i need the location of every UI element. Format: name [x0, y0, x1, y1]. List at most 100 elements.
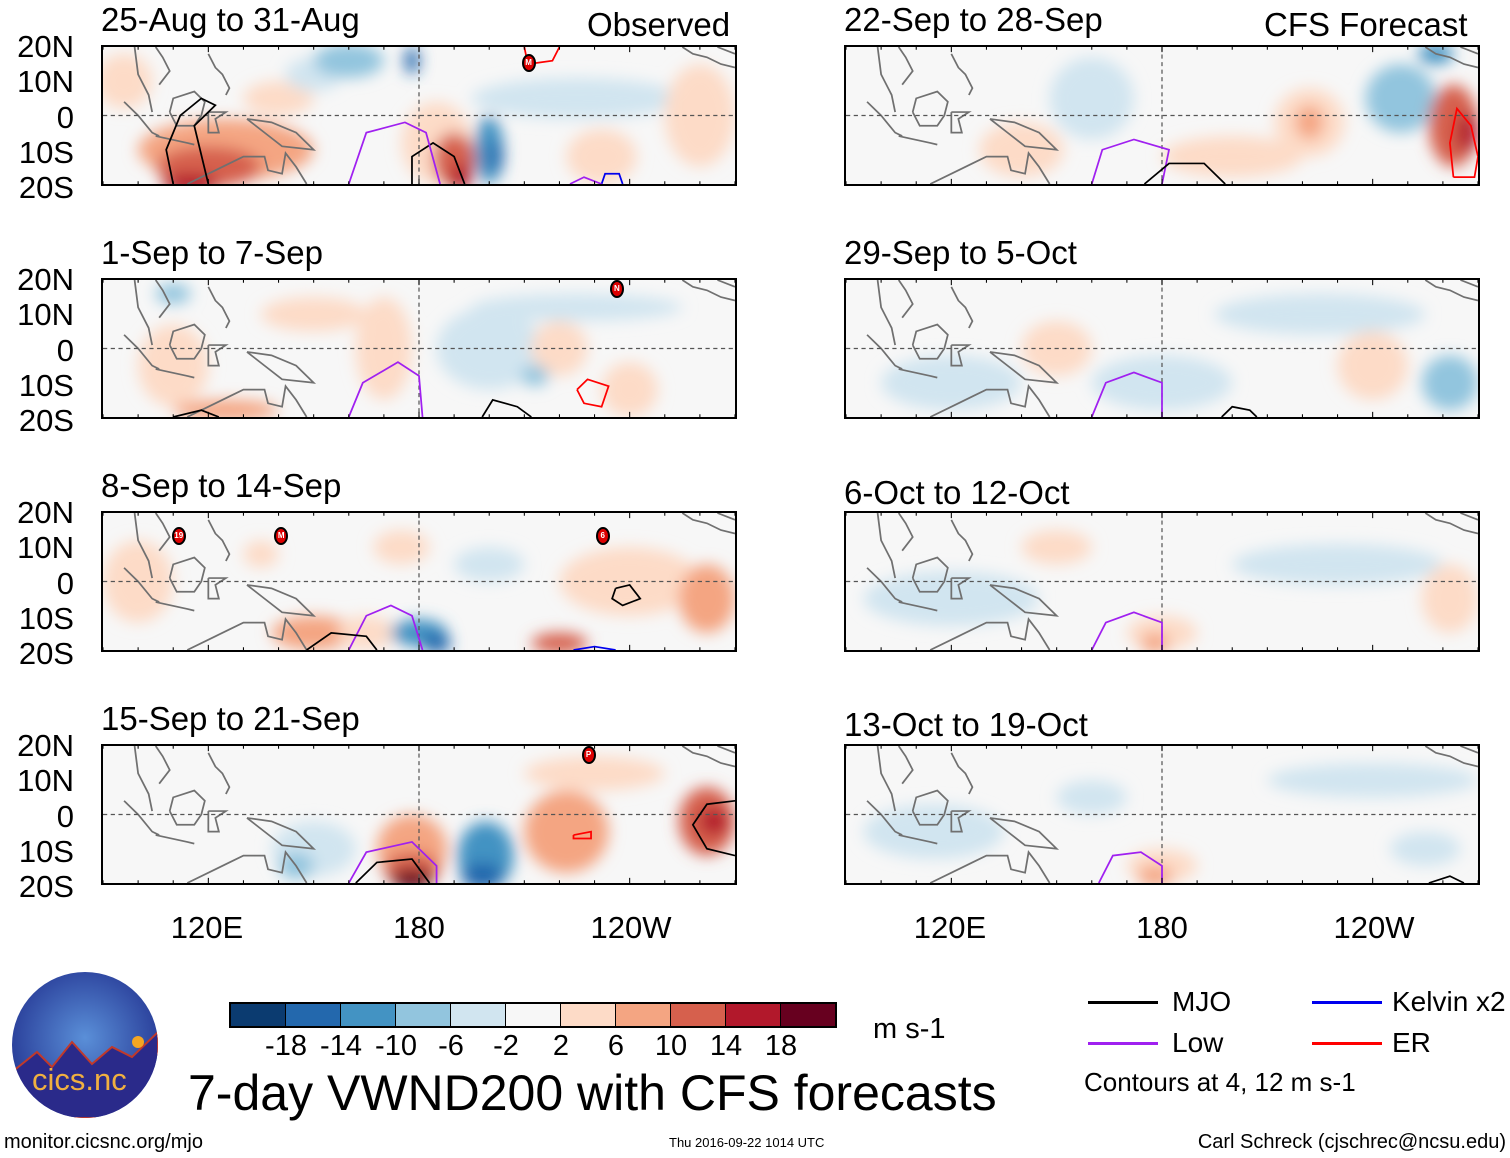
lon-tick-label: 120E: [170, 910, 244, 945]
wave-contour: [1143, 162, 1226, 184]
anomaly-region: [1421, 564, 1478, 633]
footer-url[interactable]: monitor.cicsnc.org/mjo: [4, 1131, 203, 1153]
anomaly-region: [1267, 763, 1478, 798]
lat-tick-label: 20N: [17, 495, 74, 530]
coastline: [911, 556, 949, 593]
colorbar-swatch: [506, 1004, 561, 1026]
legend-mjo: MJO: [1172, 986, 1232, 1017]
coastline: [154, 47, 171, 86]
footer-timestamp: Thu 2016-09-22 1014 UTC: [669, 1135, 825, 1150]
anomaly-region: [1456, 112, 1478, 154]
anomaly-region: [243, 540, 279, 568]
anomaly-region: [422, 632, 451, 650]
anomaly-region: [173, 399, 279, 417]
anomaly-region: [261, 297, 367, 332]
lat-tick-label: 0: [56, 798, 74, 834]
colorbar-label: -10: [375, 1030, 417, 1062]
tropical-cyclone-icon: P: [581, 745, 596, 764]
wave-contour: [573, 645, 616, 650]
coastline: [168, 556, 206, 593]
wave-contour: [165, 97, 217, 184]
coastline: [207, 810, 229, 833]
colorbar-swatch: [616, 1004, 671, 1026]
anomaly-region: [601, 362, 658, 417]
coastline: [154, 280, 171, 319]
coastline: [989, 584, 1060, 617]
anomaly-region: [1232, 543, 1443, 585]
wave-contour: [347, 121, 441, 184]
wave-contour: [1098, 851, 1163, 883]
legend-er: ER: [1392, 1027, 1431, 1058]
coastline: [123, 334, 160, 370]
lat-tick-label: 20N: [17, 29, 74, 64]
wave-contour: [411, 141, 466, 184]
coastline: [155, 601, 195, 612]
coastline: [950, 286, 974, 329]
colorbar-label: 10: [654, 1030, 688, 1062]
coastline: [154, 746, 171, 785]
anomaly-region: [103, 53, 153, 109]
colorbar-swatch: [561, 1004, 616, 1026]
coastline: [876, 513, 897, 579]
map-svg: [103, 280, 735, 417]
anomaly-region: [699, 807, 728, 836]
lat-tick-label: 20S: [18, 636, 74, 671]
lat-tick-label: 10N: [17, 763, 74, 799]
coastline: [1424, 47, 1478, 69]
anomaly-region: [461, 862, 504, 883]
anomaly-region: [1021, 530, 1092, 565]
map-svg: [846, 47, 1478, 184]
coastline: [246, 584, 317, 617]
colorbar: [229, 1002, 837, 1028]
panel-title: 1-Sep to 7-Sep: [101, 234, 323, 271]
legend-kelvin-line: [1312, 1001, 1382, 1004]
coastline: [681, 47, 735, 69]
coastline: [911, 90, 949, 127]
colorbar-swatch: [341, 1004, 396, 1026]
tropical-cyclone-icon: N: [609, 279, 624, 298]
lat-tick-label: 20N: [17, 262, 74, 297]
lon-tick-label: 180: [393, 910, 445, 945]
map-panel: [844, 744, 1480, 885]
coastline: [876, 746, 897, 812]
panel-title: 13-Oct to 19-Oct: [844, 706, 1088, 743]
coastline: [950, 344, 972, 367]
anomaly-region: [1390, 831, 1461, 866]
lon-tick-label: 120W: [590, 910, 672, 945]
panel-title: 15-Sep to 21-Sep: [101, 700, 360, 737]
coastline: [246, 118, 317, 151]
tropical-cyclone-icon: 6: [595, 526, 610, 545]
figure-title: 7-day VWND200 with CFS forecasts: [188, 1065, 997, 1121]
anomaly-region: [1365, 64, 1436, 133]
anomaly-region: [531, 632, 588, 650]
contour-note: Contours at 4, 12 m s-1: [1084, 1067, 1356, 1097]
wave-contour: [1221, 405, 1258, 417]
colorbar-label: -6: [438, 1030, 464, 1062]
wave-contour: [347, 604, 424, 650]
wave-contour: [691, 799, 735, 857]
tropical-cyclone-icon: M: [521, 53, 536, 72]
anomaly-region: [1162, 136, 1303, 178]
lat-tick-label: 20S: [18, 170, 74, 205]
coastline: [186, 617, 308, 650]
map-panel: [844, 278, 1480, 419]
colorbar-label: 14: [709, 1030, 743, 1062]
coastline: [133, 746, 154, 812]
column-label-observed: Observed: [587, 6, 731, 43]
logo: cics.nc: [12, 972, 158, 1118]
lat-tick-label: 10N: [17, 297, 74, 333]
lat-tick-label: 10N: [17, 64, 74, 100]
coastline: [168, 323, 206, 360]
coastline: [155, 368, 195, 379]
wave-contour: [572, 830, 592, 840]
coastline: [950, 752, 974, 795]
lat-tick-label: 10S: [18, 600, 74, 636]
coastline: [866, 567, 903, 603]
coastline: [898, 601, 938, 612]
coastline: [207, 286, 231, 329]
coastline: [133, 280, 154, 346]
map-panel: [844, 45, 1480, 186]
coastline: [1460, 513, 1478, 521]
coastline: [207, 344, 229, 367]
coastline: [133, 513, 154, 579]
